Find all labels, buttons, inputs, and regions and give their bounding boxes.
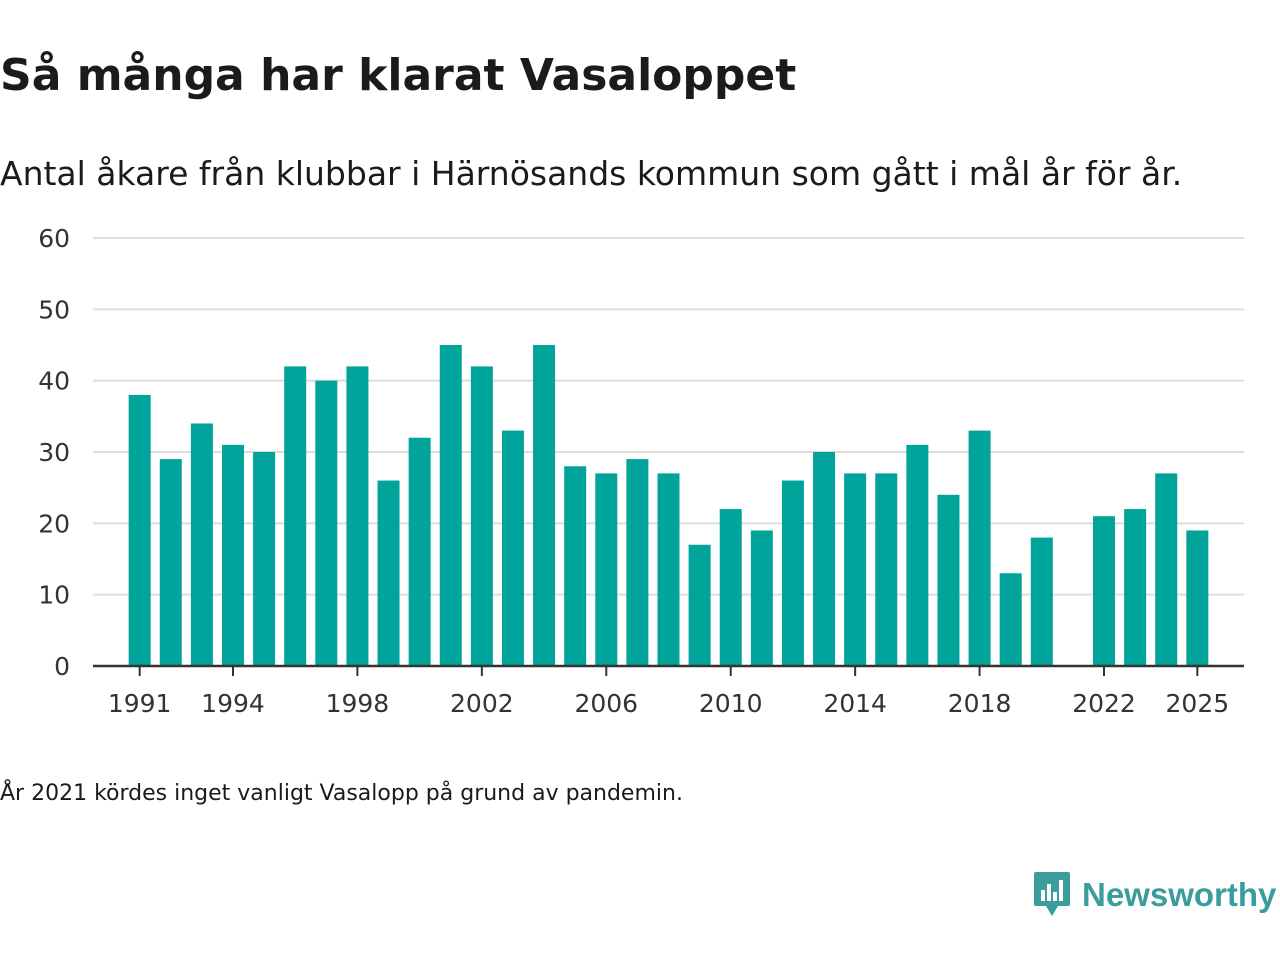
y-tick-label: 50 — [38, 295, 70, 324]
bar-2019 — [999, 573, 1022, 666]
bars — [128, 345, 1209, 666]
bar-1993 — [190, 423, 213, 666]
bar-2020 — [1030, 537, 1053, 666]
x-tick-label: 2022 — [1072, 689, 1136, 718]
x-tick-label: 1991 — [108, 689, 172, 718]
x-tick-label: 2006 — [574, 689, 638, 718]
bar-1999 — [377, 480, 400, 666]
bar-2008 — [657, 473, 680, 666]
x-tick-label: 2025 — [1166, 689, 1230, 718]
bar-2005 — [564, 466, 587, 666]
y-tick-label: 60 — [38, 224, 70, 253]
chart-subtitle: Antal åkare från klubbar i Härnösands ko… — [0, 154, 1183, 193]
bar-2012 — [781, 480, 804, 666]
y-tick-label: 10 — [38, 581, 70, 610]
bar-1997 — [315, 380, 338, 666]
brand-name: Newsworthy — [1082, 876, 1277, 913]
bar-2009 — [688, 544, 711, 666]
brand: Newsworthy — [1032, 870, 1276, 920]
bar-1992 — [159, 459, 182, 666]
bar-2017 — [937, 494, 960, 666]
bar-2003 — [501, 430, 524, 666]
x-tick-label: 2010 — [699, 689, 763, 718]
bar-1995 — [253, 452, 276, 666]
y-tick-label: 30 — [38, 438, 70, 467]
bar-1991 — [128, 394, 151, 666]
bar-2000 — [408, 437, 431, 666]
x-tick-label: 1998 — [326, 689, 390, 718]
bar-2014 — [844, 473, 867, 666]
newsworthy-logo-icon — [1034, 872, 1070, 916]
chart-title: Så många har klarat Vasaloppet — [0, 50, 797, 101]
bar-1998 — [346, 366, 369, 666]
y-tick-label: 40 — [38, 367, 70, 396]
axes: 0 10 20 30 40 50 60 1991 1994 1998 2002 2006 2010 201… — [38, 224, 1244, 718]
bar-2010 — [719, 509, 742, 666]
bar-2002 — [470, 366, 493, 666]
bar-2006 — [595, 473, 618, 666]
bar-2023 — [1124, 509, 1147, 666]
bar-2025 — [1186, 530, 1209, 666]
chart-footnote: År 2021 kördes inget vanligt Vasalopp på… — [0, 781, 683, 806]
x-tick-label: 2002 — [450, 689, 514, 718]
bar-2013 — [813, 452, 836, 666]
bar-2015 — [875, 473, 898, 666]
bar-2018 — [968, 430, 991, 666]
bar-2011 — [750, 530, 773, 666]
y-tick-label: 0 — [54, 652, 70, 681]
x-tick-label: 2014 — [823, 689, 887, 718]
x-tick-label: 2018 — [948, 689, 1012, 718]
bar-2022 — [1093, 516, 1116, 666]
bar-1994 — [221, 444, 244, 666]
bar-1996 — [284, 366, 307, 666]
bar-2004 — [533, 345, 556, 666]
y-tick-label: 20 — [38, 509, 70, 538]
bar-2016 — [906, 444, 929, 666]
x-tick-label: 1994 — [201, 689, 265, 718]
bar-2024 — [1155, 473, 1178, 666]
bar-2007 — [626, 459, 649, 666]
bar-2001 — [439, 345, 462, 666]
